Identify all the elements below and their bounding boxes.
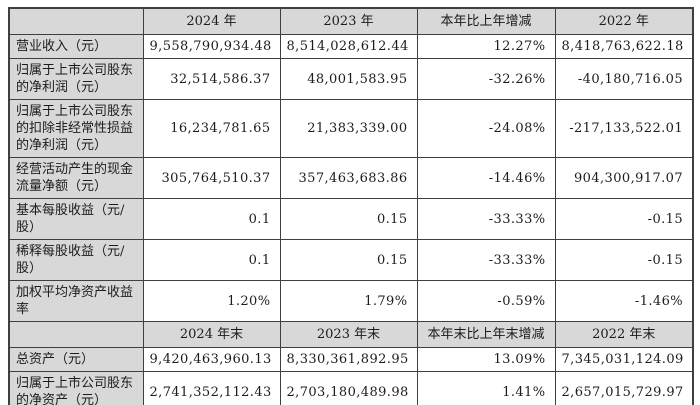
value-basic-eps-2022: -0.15	[554, 198, 694, 240]
table-row-total-assets: 总资产（元） 9,420,463,960.13 8,330,361,892.95…	[8, 347, 694, 372]
row-label-weighted-avg-roe: 加权平均净资产收益率	[8, 280, 144, 322]
row-label-operating-cash-flow: 经营活动产生的现金流量净额（元）	[8, 157, 144, 199]
value-operating-cash-flow-2022: 904,300,917.07	[554, 157, 694, 199]
value-basic-eps-2023: 0.15	[279, 198, 418, 240]
row-label-total-assets: 总资产（元）	[8, 347, 144, 372]
value-net-assets-2024: 2,741,352,112.43	[142, 371, 281, 405]
row-label-net-assets: 归属于上市公司股东的净资产（元）	[8, 371, 144, 405]
value-deducted-net-profit-2023: 21,383,339.00	[279, 99, 418, 158]
header-yoy-change: 本年比上年增减	[416, 7, 556, 35]
value-net-profit-change: -32.26%	[416, 58, 556, 100]
header-year-2022: 2022 年	[554, 7, 694, 35]
value-operating-cash-flow-change: -14.46%	[416, 157, 556, 199]
value-diluted-eps-2023: 0.15	[279, 239, 418, 281]
value-revenue-2024: 9,558,790,934.48	[142, 34, 281, 59]
value-operating-cash-flow-2024: 305,764,510.37	[142, 157, 281, 199]
value-total-assets-change: 13.09%	[416, 347, 556, 372]
value-total-assets-2024: 9,420,463,960.13	[142, 347, 281, 372]
row-label-diluted-eps: 稀释每股收益（元/股）	[8, 239, 144, 281]
value-net-assets-2023: 2,703,180,489.98	[279, 371, 418, 405]
table-row-deducted-net-profit: 归属于上市公司股东的扣除非经常性损益的净利润（元） 16,234,781.65 …	[8, 99, 694, 158]
value-diluted-eps-2022: -0.15	[554, 239, 694, 281]
value-net-assets-change: 1.41%	[416, 371, 556, 405]
header-year-2024: 2024 年	[142, 7, 281, 35]
value-basic-eps-2024: 0.1	[142, 198, 281, 240]
table-row-diluted-eps: 稀释每股收益（元/股） 0.1 0.15 -33.33% -0.15	[8, 239, 694, 281]
table-row-weighted-avg-roe: 加权平均净资产收益率 1.20% 1.79% -0.59% -1.46%	[8, 280, 694, 322]
value-basic-eps-change: -33.33%	[416, 198, 556, 240]
row-label-net-profit: 归属于上市公司股东的净利润（元）	[8, 58, 144, 100]
header-end-2024: 2024 年末	[142, 321, 281, 348]
value-deducted-net-profit-2024: 16,234,781.65	[142, 99, 281, 158]
value-weighted-avg-roe-2022: -1.46%	[554, 280, 694, 322]
value-diluted-eps-2024: 0.1	[142, 239, 281, 281]
header-blank-cell	[8, 7, 144, 35]
value-revenue-change: 12.27%	[416, 34, 556, 59]
value-deducted-net-profit-change: -24.08%	[416, 99, 556, 158]
value-net-profit-2023: 48,001,583.95	[279, 58, 418, 100]
table-row-net-assets: 归属于上市公司股东的净资产（元） 2,741,352,112.43 2,703,…	[8, 371, 694, 405]
row-label-revenue: 营业收入（元）	[8, 34, 144, 59]
header-blank-cell-2	[8, 321, 144, 348]
table-row-operating-cash-flow: 经营活动产生的现金流量净额（元） 305,764,510.37 357,463,…	[8, 157, 694, 199]
header-end-2023: 2023 年末	[279, 321, 418, 348]
value-total-assets-2023: 8,330,361,892.95	[279, 347, 418, 372]
table-row-net-profit: 归属于上市公司股东的净利润（元） 32,514,586.37 48,001,58…	[8, 58, 694, 100]
row-label-deducted-net-profit: 归属于上市公司股东的扣除非经常性损益的净利润（元）	[8, 99, 144, 158]
row-label-basic-eps: 基本每股收益（元/股）	[8, 198, 144, 240]
value-deducted-net-profit-2022: -217,133,522.01	[554, 99, 694, 158]
value-total-assets-2022: 7,345,031,124.09	[554, 347, 694, 372]
header-year-2023: 2023 年	[279, 7, 418, 35]
value-revenue-2023: 8,514,028,612.44	[279, 34, 418, 59]
header-end-2022: 2022 年末	[554, 321, 694, 348]
header-row-date: 2024 年末 2023 年末 本年末比上年末增减 2022 年末	[8, 321, 694, 348]
value-weighted-avg-roe-change: -0.59%	[416, 280, 556, 322]
header-row-period: 2024 年 2023 年 本年比上年增减 2022 年	[8, 7, 694, 35]
financial-summary-table: 2024 年 2023 年 本年比上年增减 2022 年 营业收入（元） 9,5…	[8, 7, 694, 405]
value-net-profit-2022: -40,180,716.05	[554, 58, 694, 100]
table-row-basic-eps: 基本每股收益（元/股） 0.1 0.15 -33.33% -0.15	[8, 198, 694, 240]
value-net-assets-2022: 2,657,015,729.97	[554, 371, 694, 405]
value-diluted-eps-change: -33.33%	[416, 239, 556, 281]
header-end-change: 本年末比上年末增减	[416, 321, 556, 348]
table-row-revenue: 营业收入（元） 9,558,790,934.48 8,514,028,612.4…	[8, 34, 694, 59]
value-weighted-avg-roe-2023: 1.79%	[279, 280, 418, 322]
value-operating-cash-flow-2023: 357,463,683.86	[279, 157, 418, 199]
value-net-profit-2024: 32,514,586.37	[142, 58, 281, 100]
value-revenue-2022: 8,418,763,622.18	[554, 34, 694, 59]
value-weighted-avg-roe-2024: 1.20%	[142, 280, 281, 322]
